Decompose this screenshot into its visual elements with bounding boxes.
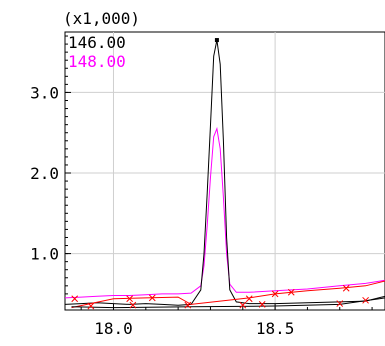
y-tick-label: 3.0 xyxy=(30,83,59,102)
peak-boundary-marker xyxy=(258,301,266,308)
peak-boundary-marker xyxy=(129,301,137,309)
grid xyxy=(65,32,385,310)
peak-boundary-marker xyxy=(239,301,247,309)
legend-entry: 148.00 xyxy=(68,52,126,71)
peak-boundary-marker xyxy=(287,288,295,296)
peak-boundary-marker xyxy=(271,290,279,298)
y-axis: 1.0 2.0 3.0 xyxy=(30,35,71,295)
x-axis: 18.0 18.5 xyxy=(80,304,373,338)
x-tick-label: 18.5 xyxy=(256,319,295,338)
baseline-1 xyxy=(71,297,385,309)
peak-boundary-marker xyxy=(336,300,344,307)
peak-boundary-marker xyxy=(362,296,369,304)
peak-boundary-marker xyxy=(148,294,156,302)
peak-boundary-marker xyxy=(87,302,95,310)
series-line-148.00 xyxy=(64,126,385,299)
x-tick-label: 18.0 xyxy=(94,319,133,338)
peak-boundary-marker xyxy=(245,295,253,303)
peak-apex-marker xyxy=(214,38,219,43)
baseline-layer xyxy=(71,280,385,309)
peak-boundary-marker xyxy=(71,295,79,303)
marker-layer xyxy=(71,38,369,310)
plot-frame xyxy=(64,31,385,311)
baseline-0 xyxy=(71,280,385,309)
peak-boundary-marker xyxy=(342,284,350,292)
y-tick-label: 2.0 xyxy=(30,164,59,183)
peak-boundary-marker xyxy=(126,295,133,303)
y-multiplier-label: (x1,000) xyxy=(63,9,140,28)
peak-boundary-marker xyxy=(184,301,192,309)
y-tick-label: 1.0 xyxy=(30,245,59,264)
legend-entry: 146.00 xyxy=(68,33,126,52)
